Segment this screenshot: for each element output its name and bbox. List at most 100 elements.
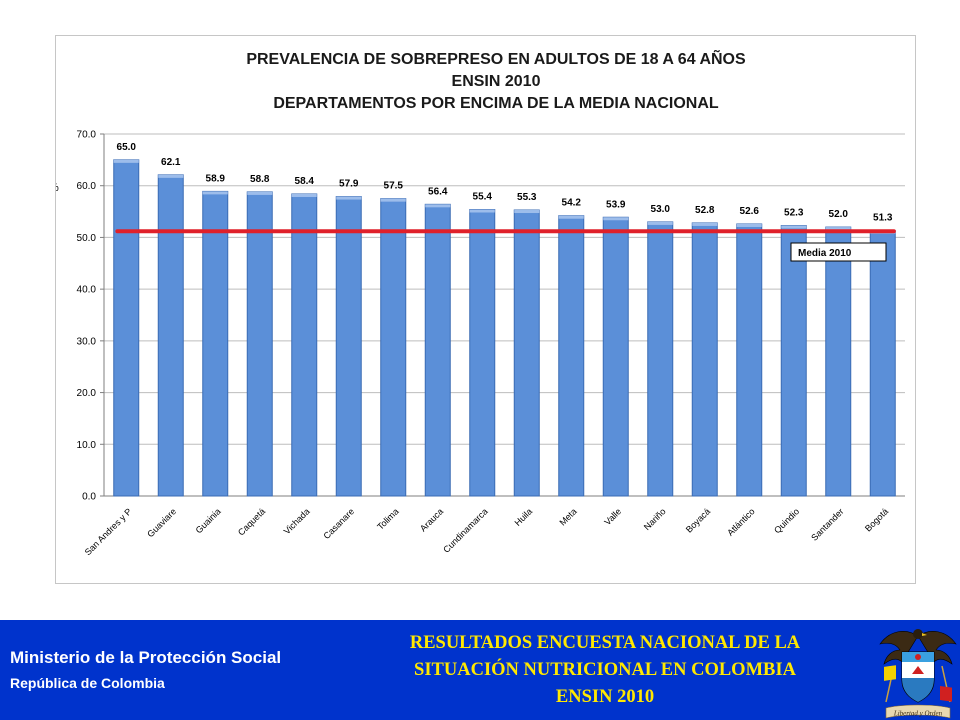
survey-title-line-3: ENSIN 2010 [555, 687, 655, 707]
survey-title-line-2: SITUACIÓN NUTRICIONAL EN COLOMBIA [414, 660, 796, 680]
bar-highlight [202, 191, 228, 195]
category-label: Boyacá [684, 506, 712, 534]
bar-highlight [291, 193, 317, 197]
footer-banner: Ministerio de la Protección Social Repúb… [0, 620, 960, 720]
bar-highlight [692, 222, 718, 226]
data-label: 52.6 [740, 206, 760, 217]
data-label: 53.0 [651, 204, 671, 215]
bar-huila [513, 209, 540, 497]
category-label: Cundinamarca [441, 506, 489, 554]
bar-highlight [825, 227, 851, 231]
data-label: 62.1 [161, 157, 181, 168]
bar-highlight [380, 198, 406, 202]
bar-highlight [558, 215, 584, 219]
data-label: 52.0 [829, 209, 849, 220]
data-label: 54.2 [562, 198, 582, 209]
bar-meta [558, 215, 585, 497]
republic-name: República de Colombia [10, 675, 165, 691]
bar-boyac- [691, 222, 718, 497]
y-tick-label: 20.0 [77, 388, 97, 399]
bar-highlight [158, 174, 184, 178]
y-tick-label: 60.0 [77, 181, 97, 192]
bar-bogot- [869, 230, 896, 497]
bar-highlight [781, 225, 807, 229]
category-label: Quindio [772, 506, 801, 535]
category-label: Bogotá [863, 506, 890, 533]
y-tick-label: 30.0 [77, 336, 97, 347]
gridlines [100, 133, 905, 497]
x-axis-labels: San Andres y P Guaviare Guainia Caquetá Vich… [83, 506, 890, 557]
chart-frame: PREVALENCIA DE SOBREPRESO EN ADULTOS DE … [55, 35, 916, 584]
category-label: Atlántico [725, 506, 756, 537]
bar-highlight [425, 204, 451, 208]
y-tick-label: 50.0 [77, 233, 97, 244]
category-label: Huila [513, 506, 535, 528]
bar-highlight [514, 210, 540, 214]
y-tick-label: 70.0 [77, 130, 97, 141]
y-tick-label: 0.0 [82, 492, 96, 503]
chart-title-line-1: PREVALENCIA DE SOBREPRESO EN ADULTOS DE … [246, 48, 746, 68]
bar-arauca [424, 203, 451, 497]
data-label: 57.5 [384, 181, 404, 192]
bar-highlight [336, 196, 362, 200]
bar-atl-ntico [736, 223, 763, 497]
chart-title-line-2: ENSIN 2010 [452, 73, 541, 90]
y-axis-ticks: 0.0 10.0 20.0 30.0 40.0 50.0 60.0 70.0 [77, 130, 97, 503]
bar-santander [825, 226, 852, 497]
y-tick-label: 10.0 [77, 440, 97, 451]
category-label: Santander [809, 506, 845, 542]
bar-caquet- [246, 191, 273, 497]
data-label: 55.3 [517, 192, 537, 203]
data-label: 52.8 [695, 205, 715, 216]
bar-highlight [469, 209, 495, 213]
data-label: 51.3 [873, 213, 893, 224]
data-label: 57.9 [339, 179, 359, 190]
bar-quindio [780, 225, 807, 497]
category-label: Valle [602, 506, 623, 527]
data-label: 58.8 [250, 174, 270, 185]
bar-valle [602, 216, 629, 497]
data-label: 58.4 [295, 176, 315, 187]
bar-highlight [113, 159, 139, 163]
category-label: Nariño [642, 506, 668, 532]
bar-guaviare [157, 174, 184, 497]
bar-guainia [202, 190, 229, 497]
chart-title-line-3: DEPARTAMENTOS POR ENCIMA DE LA MEDIA NAC… [273, 95, 719, 112]
category-label: Vichada [282, 506, 312, 536]
bar-casanare [335, 196, 362, 497]
chart: PREVALENCIA DE SOBREPRESO EN ADULTOS DE … [56, 48, 905, 557]
colombia-coat-of-arms-icon: Libertad y Orden [879, 629, 957, 719]
category-label: San Andres y P [83, 506, 134, 557]
category-label: Guainia [194, 506, 223, 535]
legend-box [790, 242, 887, 262]
data-label: 58.9 [206, 173, 226, 184]
data-labels: 65.0 62.1 58.9 58.8 58.4 57.9 57.5 56.4 55.4 55.3… [117, 142, 893, 224]
survey-title: RESULTADOS ENCUESTA NACIONAL DE LA SITUA… [340, 630, 870, 711]
emblem-motto: Libertad y Orden [893, 710, 943, 718]
y-axis-unit-label: % [56, 182, 59, 194]
data-label: 55.4 [473, 192, 493, 203]
bar-cundinamarca [469, 209, 496, 497]
data-label: 53.9 [606, 199, 626, 210]
bars [113, 159, 896, 497]
category-label: Tolima [375, 506, 400, 531]
bar-vichada [291, 193, 318, 497]
category-label: Caquetá [236, 506, 267, 537]
data-label: 56.4 [428, 186, 448, 197]
bar-highlight [603, 217, 629, 221]
bar-san-andres-y-p [113, 159, 140, 497]
bar-highlight [736, 223, 762, 227]
legend-media-2010: Media 2010 [790, 242, 887, 262]
survey-title-line-1: RESULTADOS ENCUESTA NACIONAL DE LA [409, 633, 801, 653]
data-label: 65.0 [117, 142, 137, 153]
bar-nari-o [647, 221, 674, 497]
category-label: Meta [557, 506, 578, 527]
y-tick-label: 40.0 [77, 285, 97, 296]
category-label: Casanare [321, 506, 356, 541]
bar-highlight [647, 221, 673, 225]
legend-label: Media 2010 [798, 248, 852, 259]
data-label: 52.3 [784, 208, 804, 219]
ministry-name: Ministerio de la Protección Social [10, 648, 282, 667]
bar-highlight [247, 191, 273, 195]
bar-tolima [380, 198, 407, 497]
